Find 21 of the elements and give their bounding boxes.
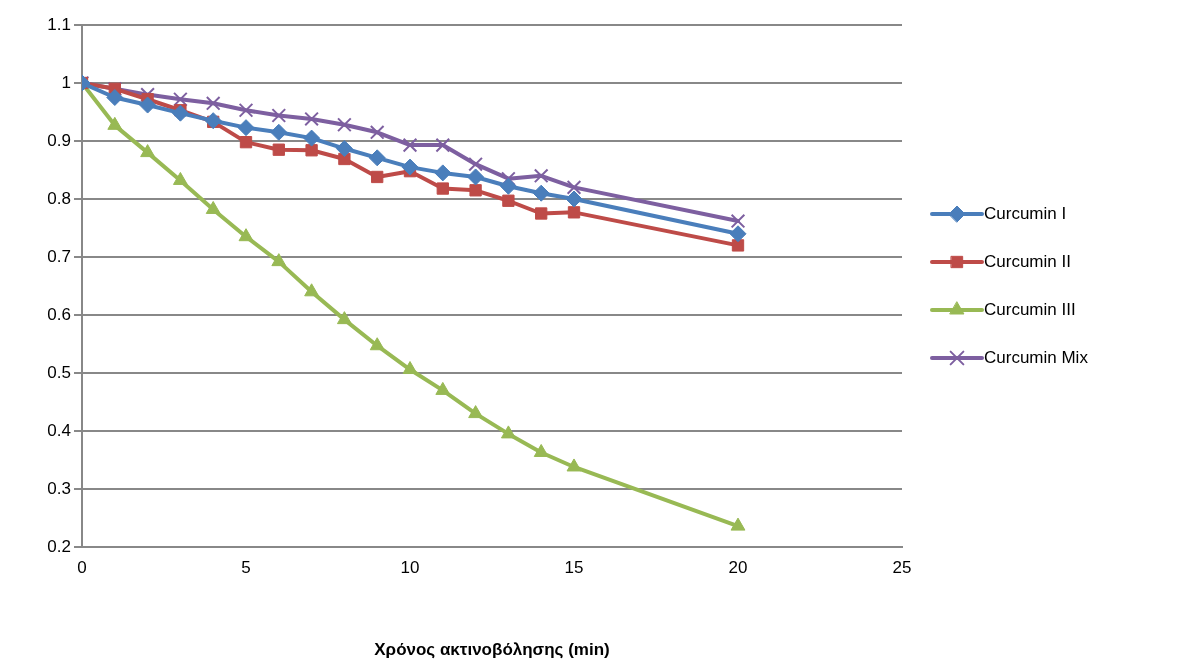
x-tick-label: 20 xyxy=(728,557,748,577)
y-tick-label: 0.8 xyxy=(47,188,71,208)
x-tick-label: 25 xyxy=(892,557,912,577)
y-tick-label: 1.1 xyxy=(47,14,71,34)
x-tick-label: 5 xyxy=(241,557,251,577)
y-tick-label: 0.6 xyxy=(47,304,71,324)
x-tick-label: 10 xyxy=(400,557,420,577)
y-tick-label: 0.4 xyxy=(47,420,71,440)
y-tick-label: 0.2 xyxy=(47,536,71,556)
x-axis-title: Χρόνος ακτινοβόλησης (min) xyxy=(374,640,610,660)
y-tick-label: 0.3 xyxy=(47,478,71,498)
legend-label: Curcumin Mix xyxy=(984,347,1089,367)
y-tick-label: 1 xyxy=(61,72,71,92)
y-tick-label: 0.7 xyxy=(47,246,71,266)
legend-label: Curcumin III xyxy=(984,299,1076,319)
x-tick-label: 0 xyxy=(77,557,87,577)
legend-label: Curcumin I xyxy=(984,203,1067,223)
y-tick-label: 0.5 xyxy=(47,362,71,382)
y-tick-label: 0.9 xyxy=(47,130,71,150)
x-tick-label: 15 xyxy=(564,557,584,577)
legend-label: Curcumin II xyxy=(984,251,1071,271)
